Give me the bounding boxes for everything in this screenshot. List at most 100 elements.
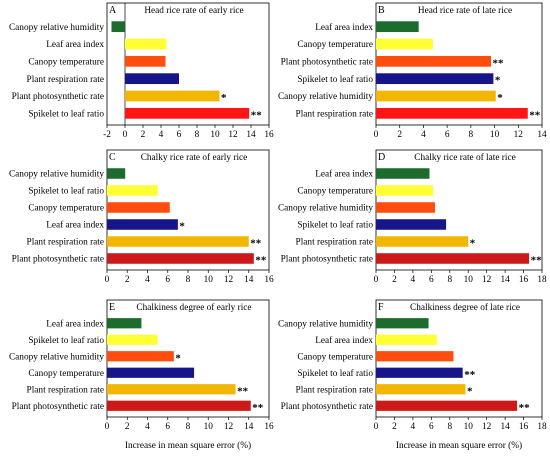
x-tick-label: 0	[374, 422, 379, 432]
x-tick-label: 6	[445, 130, 450, 140]
bar	[376, 38, 433, 50]
category-label: Plant photosynthetic rate	[281, 402, 373, 412]
x-tick-label: 8	[469, 130, 474, 140]
significance-star: *	[497, 92, 503, 104]
x-tick-label: 12	[514, 130, 524, 140]
x-tick-label: 12	[482, 275, 492, 285]
x-tick-label: 2	[392, 422, 397, 432]
x-tick-label: 6	[165, 275, 170, 285]
bar	[107, 367, 195, 378]
bar	[107, 384, 236, 395]
category-label: Plant photosynthetic rate	[12, 402, 104, 412]
bar	[376, 202, 436, 213]
category-label: Spikelet to leaf ratio	[28, 186, 104, 197]
x-tick-label: 12	[224, 275, 234, 285]
bar	[376, 107, 528, 119]
panel-letter: A	[109, 5, 117, 16]
panel-letter: D	[378, 152, 385, 163]
significance-star: **	[519, 402, 531, 414]
x-axis-label: Increase in mean square error (%)	[125, 440, 251, 451]
x-tick-label: 8	[186, 422, 191, 432]
category-label: Leaf area index	[46, 318, 104, 329]
panel-letter: F	[378, 302, 384, 313]
bar	[125, 38, 167, 50]
panel-frame	[106, 2, 270, 126]
significance-star: **	[250, 238, 262, 250]
significance-star: *	[495, 75, 501, 87]
x-tick-label: 4	[411, 422, 416, 432]
category-label: Canopy temperature	[297, 187, 373, 197]
category-label: Canopy temperature	[28, 369, 104, 379]
category-label: Plant photosynthetic rate	[281, 58, 373, 68]
significance-star: **	[493, 57, 505, 69]
bar	[107, 236, 249, 247]
bar	[107, 219, 178, 230]
bar	[107, 351, 174, 362]
panel-letter: C	[109, 152, 116, 163]
x-tick-label: 12	[482, 422, 492, 432]
chart-title: Head rice rate of early rice	[144, 5, 243, 16]
x-tick-label: 12	[224, 422, 234, 432]
category-label: Plant photosynthetic rate	[12, 255, 104, 265]
x-tick-label: 6	[429, 275, 434, 285]
x-tick-label: 16	[264, 422, 274, 432]
x-tick-label: 14	[244, 422, 254, 432]
category-label: Spikelet to leaf ratio	[297, 74, 373, 85]
x-tick-label: 2	[397, 130, 402, 140]
category-label: Plant respiration rate	[296, 110, 373, 120]
category-label: Leaf area index	[46, 39, 104, 50]
significance-star: **	[464, 369, 476, 381]
chart-title: Chalky rice rate of late rice	[414, 152, 515, 163]
significance-star: **	[251, 109, 263, 121]
bar	[107, 400, 251, 411]
category-label: Spikelet to leaf ratio	[28, 335, 104, 346]
category-label: Canopy temperature	[297, 40, 373, 50]
bar	[107, 318, 142, 329]
bar	[376, 236, 469, 247]
panel-letter: B	[378, 5, 385, 16]
x-tick-label: 0	[105, 422, 110, 432]
significance-star: **	[531, 255, 543, 267]
x-tick-label: 14	[246, 130, 256, 140]
bar	[376, 400, 518, 411]
x-tick-label: 18	[537, 275, 547, 285]
x-tick-label: 0	[105, 275, 110, 285]
category-label: Canopy relative humidity	[9, 23, 104, 33]
category-label: Spikelet to leaf ratio	[297, 368, 373, 379]
category-label: Leaf area index	[46, 220, 104, 231]
x-tick-label: 2	[141, 130, 146, 140]
category-label: Leaf area index	[315, 169, 373, 180]
significance-star: *	[175, 352, 181, 364]
category-label: Canopy relative humidity	[278, 319, 373, 329]
category-label: Leaf area index	[315, 22, 373, 33]
x-tick-label: 10	[464, 422, 474, 432]
bar	[125, 90, 220, 102]
chart-title: Chalky rice rate of early rice	[141, 152, 248, 163]
bar	[376, 73, 494, 85]
significance-star: *	[467, 385, 473, 397]
chart-title: Chalkiness degree of early rice	[136, 302, 251, 313]
category-label: Canopy relative humidity	[278, 92, 373, 102]
x-tick-label: 14	[537, 130, 547, 140]
significance-star: *	[179, 221, 185, 233]
chart-panel-c: C Chalky rice rate of early rice Canopy re…	[9, 149, 274, 285]
significance-star: *	[470, 238, 476, 250]
bar	[376, 334, 437, 345]
category-label: Plant respiration rate	[296, 238, 373, 248]
chart-panel-b: B Head rice rate of late rice Leaf area in…	[278, 2, 547, 140]
chart-panel-d: D Chalky rice rate of late rice Leaf area …	[278, 149, 547, 285]
category-label: Canopy temperature	[28, 58, 104, 68]
category-label: Canopy temperature	[28, 204, 104, 214]
bar	[125, 73, 179, 85]
x-axis-label: Increase in mean square error (%)	[396, 440, 522, 451]
bar	[111, 21, 125, 33]
category-label: Canopy relative humidity	[9, 352, 104, 362]
x-tick-label: 6	[177, 130, 182, 140]
category-label: Canopy relative humidity	[9, 170, 104, 180]
x-tick-label: 16	[264, 275, 274, 285]
category-label: Canopy temperature	[297, 352, 373, 362]
panel-letter: E	[109, 302, 115, 313]
bar	[376, 384, 466, 395]
x-tick-label: 0	[374, 275, 379, 285]
bar	[376, 21, 419, 33]
